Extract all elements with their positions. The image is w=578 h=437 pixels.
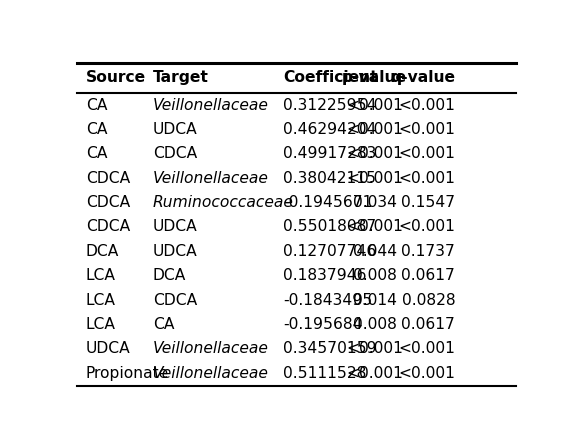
Text: UDCA: UDCA bbox=[153, 122, 198, 137]
Text: UDCA: UDCA bbox=[153, 244, 198, 259]
Text: <0.001: <0.001 bbox=[398, 97, 455, 112]
Text: UDCA: UDCA bbox=[86, 341, 131, 357]
Text: Source: Source bbox=[86, 70, 146, 85]
Text: <0.001: <0.001 bbox=[346, 146, 403, 161]
Text: CA: CA bbox=[86, 146, 107, 161]
Text: CA: CA bbox=[86, 97, 107, 112]
Text: CA: CA bbox=[86, 122, 107, 137]
Text: -0.1843495: -0.1843495 bbox=[283, 293, 372, 308]
Text: CA: CA bbox=[153, 317, 175, 332]
Text: Veillonellaceae: Veillonellaceae bbox=[153, 366, 269, 381]
Text: 0.49917283: 0.49917283 bbox=[283, 146, 376, 161]
Text: 0.34570159: 0.34570159 bbox=[283, 341, 376, 357]
Text: LCA: LCA bbox=[86, 268, 116, 283]
Text: <0.001: <0.001 bbox=[346, 97, 403, 112]
Text: Veillonellaceae: Veillonellaceae bbox=[153, 97, 269, 112]
Text: 0.0828: 0.0828 bbox=[402, 293, 455, 308]
Text: 0.034: 0.034 bbox=[353, 195, 397, 210]
Text: CDCA: CDCA bbox=[86, 219, 130, 235]
Text: Veillonellaceae: Veillonellaceae bbox=[153, 341, 269, 357]
Text: Ruminococcaceae: Ruminococcaceae bbox=[153, 195, 294, 210]
Text: 0.044: 0.044 bbox=[353, 244, 397, 259]
Text: 0.014: 0.014 bbox=[353, 293, 397, 308]
Text: 0.0617: 0.0617 bbox=[401, 317, 455, 332]
Text: <0.001: <0.001 bbox=[398, 341, 455, 357]
Text: 0.5111528: 0.5111528 bbox=[283, 366, 366, 381]
Text: <0.001: <0.001 bbox=[346, 219, 403, 235]
Text: 0.1547: 0.1547 bbox=[401, 195, 455, 210]
Text: <0.001: <0.001 bbox=[346, 171, 403, 186]
Text: 0.31225954: 0.31225954 bbox=[283, 97, 376, 112]
Text: 0.38042115: 0.38042115 bbox=[283, 171, 376, 186]
Text: <0.001: <0.001 bbox=[346, 122, 403, 137]
Text: CDCA: CDCA bbox=[153, 146, 197, 161]
Text: 0.1837946: 0.1837946 bbox=[283, 268, 366, 283]
Text: Propionate: Propionate bbox=[86, 366, 169, 381]
Text: <0.001: <0.001 bbox=[346, 341, 403, 357]
Text: UDCA: UDCA bbox=[153, 219, 198, 235]
Text: <0.001: <0.001 bbox=[398, 146, 455, 161]
Text: 0.46294204: 0.46294204 bbox=[283, 122, 376, 137]
Text: 0.008: 0.008 bbox=[353, 268, 397, 283]
Text: <0.001: <0.001 bbox=[346, 366, 403, 381]
Text: <0.001: <0.001 bbox=[398, 366, 455, 381]
Text: DCA: DCA bbox=[86, 244, 119, 259]
Text: LCA: LCA bbox=[86, 293, 116, 308]
Text: <0.001: <0.001 bbox=[398, 122, 455, 137]
Text: DCA: DCA bbox=[153, 268, 186, 283]
Text: <0.001: <0.001 bbox=[398, 219, 455, 235]
Text: 0.12707746: 0.12707746 bbox=[283, 244, 376, 259]
Text: Veillonellaceae: Veillonellaceae bbox=[153, 171, 269, 186]
Text: 0.0617: 0.0617 bbox=[401, 268, 455, 283]
Text: -0.1945671: -0.1945671 bbox=[283, 195, 372, 210]
Text: LCA: LCA bbox=[86, 317, 116, 332]
Text: 0.1737: 0.1737 bbox=[401, 244, 455, 259]
Text: -0.195684: -0.195684 bbox=[283, 317, 362, 332]
Text: <0.001: <0.001 bbox=[398, 171, 455, 186]
Text: Coefficient: Coefficient bbox=[283, 70, 377, 85]
Text: Target: Target bbox=[153, 70, 209, 85]
Text: q-value: q-value bbox=[390, 70, 455, 85]
Text: 0.008: 0.008 bbox=[353, 317, 397, 332]
Text: 0.55018087: 0.55018087 bbox=[283, 219, 376, 235]
Text: CDCA: CDCA bbox=[86, 171, 130, 186]
Text: CDCA: CDCA bbox=[86, 195, 130, 210]
Text: CDCA: CDCA bbox=[153, 293, 197, 308]
Text: p-value: p-value bbox=[342, 70, 407, 85]
